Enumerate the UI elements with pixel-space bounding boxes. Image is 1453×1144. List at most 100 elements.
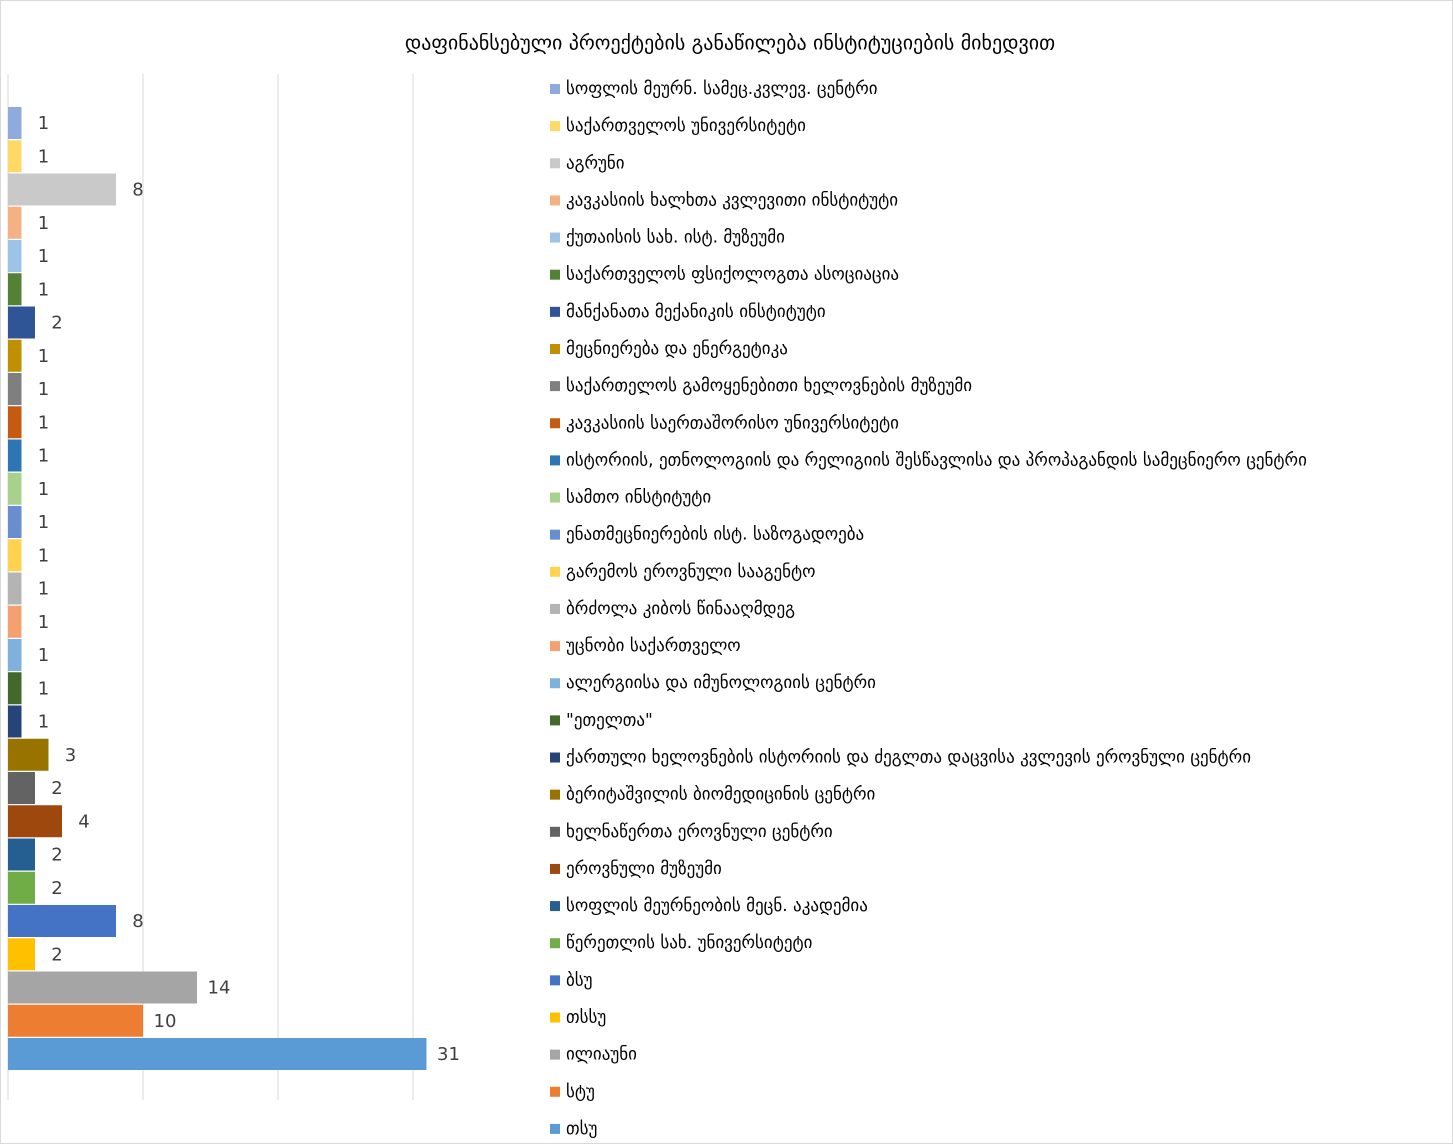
legend-label: საქართველოს უნივერსიტეტი — [566, 116, 806, 136]
legend-swatch — [550, 1049, 560, 1060]
legend-label: ქუთაისის სახ. ისტ. მუზეუმი — [566, 228, 785, 248]
bar — [8, 805, 62, 838]
bar — [8, 273, 22, 306]
legend-swatch — [550, 158, 560, 169]
legend-label: ეროვნული მუზეუმი — [566, 859, 722, 879]
bar — [8, 240, 22, 272]
value-label: 1 — [38, 412, 49, 433]
legend-swatch — [550, 232, 560, 243]
value-label: 8 — [132, 180, 143, 201]
value-label: 1 — [38, 479, 49, 500]
value-label: 1 — [38, 346, 49, 367]
value-label: 1 — [38, 146, 49, 167]
legend-label: გარემოს ეროვნული სააგენტო — [566, 562, 816, 582]
legend-label: ალერგიისა და იმუნოლოგიის ცენტრი — [566, 673, 876, 693]
legend-swatch — [550, 529, 560, 540]
legend-label: ხელნაწერთა ეროვნული ცენტრი — [566, 822, 833, 842]
legend-swatch — [550, 455, 560, 466]
bar — [8, 373, 22, 405]
legend-swatch — [550, 678, 560, 689]
legend-label: ქართული ხელოვნების ისტორიის და ძეგლთა და… — [566, 748, 1251, 768]
value-label: 1 — [38, 246, 49, 267]
bar — [8, 605, 22, 638]
legend-label: თსუ — [566, 1119, 597, 1139]
value-label: 2 — [51, 878, 62, 899]
chart-title: დაფინანსებული პროექტების განაწილება ინსტ… — [405, 31, 1055, 55]
legend-label: კავკასიის ხალხთა კვლევითი ინსტიტუტი — [566, 190, 898, 210]
value-label: 1 — [38, 446, 49, 467]
legend-swatch — [550, 789, 560, 800]
legend-label: ილიაუნი — [566, 1045, 637, 1065]
value-label: 1 — [38, 279, 49, 300]
legend-swatch — [550, 715, 560, 726]
legend-label: თსსუ — [566, 1008, 606, 1028]
bar — [8, 971, 197, 1004]
legend-label: სოფლის მეურნ. სამეც.კვლევ. ცენტრი — [566, 79, 878, 99]
bar — [8, 905, 116, 937]
value-label: 1 — [38, 545, 49, 566]
legend-label: მანქანათა მექანიკის ინსტიტუტი — [566, 302, 826, 322]
bar — [8, 871, 35, 904]
legend-swatch — [550, 418, 560, 429]
value-label: 3 — [65, 745, 76, 766]
bar — [8, 1004, 143, 1037]
bar — [8, 1038, 427, 1070]
bar — [8, 672, 22, 705]
bar — [8, 838, 35, 871]
legend-swatch — [550, 603, 560, 614]
bar — [8, 339, 22, 372]
bar — [8, 107, 22, 139]
value-label: 1 — [38, 213, 49, 234]
legend-swatch — [550, 901, 560, 912]
value-label: 1 — [38, 645, 49, 666]
legend-swatch — [550, 1012, 560, 1023]
legend-swatch — [550, 195, 560, 206]
legend-label: "ეთელთა" — [566, 710, 653, 730]
legend-label: აგრუნი — [566, 153, 625, 173]
legend-swatch — [550, 343, 560, 354]
value-label: 14 — [208, 978, 231, 999]
legend-swatch — [550, 121, 560, 132]
bar — [8, 140, 22, 173]
legend-label: საქართველოს ფსიქოლოგთა ასოციაცია — [566, 265, 899, 285]
legend-label: ისტორიის, ეთნოლოგიის და რელიგიის შესწავლ… — [566, 450, 1307, 470]
value-label: 1 — [38, 579, 49, 600]
bar — [8, 306, 35, 339]
value-label: 1 — [38, 612, 49, 633]
bar — [8, 639, 22, 671]
bar — [8, 472, 22, 505]
legend-label: წერეთლის სახ. უნივერსიტეტი — [566, 933, 812, 953]
legend-swatch — [550, 84, 560, 94]
legend-label: კავკასიის საერთაშორისო უნივერსიტეტი — [566, 413, 899, 433]
value-label: 10 — [154, 1011, 177, 1032]
value-label: 1 — [38, 678, 49, 699]
legend-label: სოფლის მეურნეობის მეცნ. აკადემია — [566, 896, 868, 916]
value-label: 2 — [51, 944, 62, 965]
legend-swatch — [550, 306, 560, 317]
legend-swatch — [550, 752, 560, 763]
legend-label: მეცნიერება და ენერგეტიკა — [566, 339, 788, 359]
legend-label: ბსუ — [566, 970, 593, 990]
value-label: 1 — [38, 712, 49, 733]
bar — [8, 772, 35, 804]
bar — [8, 938, 35, 971]
value-label: 4 — [78, 811, 89, 832]
legend-label: უცნობი საქართველო — [566, 636, 741, 656]
value-label: 1 — [38, 512, 49, 533]
bar — [8, 705, 22, 738]
legend-label: სამთო ინსტიტუტი — [566, 488, 711, 508]
bar — [8, 206, 22, 239]
legend-label: საქართელოს გამოყენებითი ხელოვნების მუზეუ… — [566, 376, 972, 396]
legend-swatch — [550, 381, 560, 392]
value-label: 2 — [51, 313, 62, 334]
legend-swatch — [550, 938, 560, 949]
legend-label: სტუ — [566, 1082, 595, 1102]
bar — [8, 572, 22, 605]
legend-label: ბრძოლა კიბოს წინააღმდეგ — [566, 599, 795, 619]
value-label: 1 — [38, 379, 49, 400]
legend-swatch — [550, 269, 560, 280]
legend-swatch — [550, 975, 560, 986]
value-label: 2 — [51, 845, 62, 866]
legend-swatch — [550, 566, 560, 577]
